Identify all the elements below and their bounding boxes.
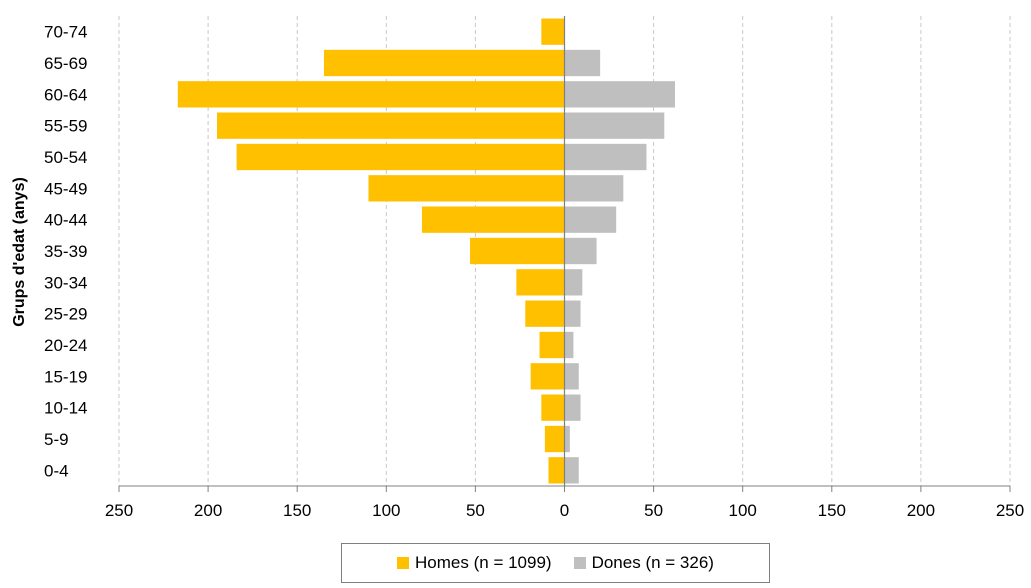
bar-homes: [525, 300, 565, 327]
y-tick-label: 45-49: [44, 179, 87, 198]
bar-dones: [564, 237, 597, 265]
legend-swatch-homes: [397, 557, 410, 569]
x-tick-labels: 250 200 150 100 50 0 50 100 150 200 250: [105, 501, 1024, 520]
bar-dones: [564, 363, 579, 390]
y-tick-label: 35-39: [44, 242, 87, 261]
bar-homes: [544, 425, 565, 453]
population-pyramid-chart: 0-4 5-9 10-14 15-19 20-24 25-29 30-34 35-39 40-4…: [11, 16, 1024, 520]
legend: Homes (n = 1099) Dones (n = 326): [341, 543, 770, 583]
bar-homes: [421, 206, 565, 233]
y-axis-title: Grups d'edat (anys): [11, 177, 28, 327]
x-tick-label: 250: [105, 501, 133, 520]
y-tick-label: 30-34: [44, 273, 87, 292]
bar-homes: [470, 237, 565, 265]
bar-homes: [541, 18, 565, 45]
bar-homes: [516, 269, 565, 296]
x-tick-label: 50: [466, 501, 485, 520]
bar-dones: [564, 300, 581, 327]
bar-homes: [217, 112, 565, 139]
x-tick-label: 50: [644, 501, 663, 520]
legend-item-dones: Dones (n = 326): [573, 553, 714, 573]
bar-dones: [564, 143, 647, 171]
y-tick-label: 20-24: [44, 336, 87, 355]
bar-dones: [564, 394, 581, 421]
bar-dones: [564, 81, 675, 108]
y-tick-label: 55-59: [44, 117, 87, 136]
legend-swatch-dones: [573, 557, 586, 569]
bar-dones: [564, 331, 574, 359]
legend-label-homes: Homes (n = 1099): [415, 553, 552, 572]
y-tick-label: 65-69: [44, 54, 87, 73]
bar-homes: [541, 394, 565, 421]
x-tick-label: 100: [372, 501, 400, 520]
legend-item-homes: Homes (n = 1099): [397, 553, 552, 573]
bar-dones: [564, 175, 624, 202]
y-tick-label: 25-29: [44, 305, 87, 324]
x-tick-label: 150: [283, 501, 311, 520]
x-tick-label: 200: [194, 501, 222, 520]
bars-group: [177, 18, 675, 484]
x-tick-label: 250: [996, 501, 1024, 520]
legend-label-dones: Dones (n = 326): [591, 553, 714, 572]
y-tick-label: 0-4: [44, 461, 69, 480]
bar-homes: [177, 81, 565, 108]
bar-homes: [323, 49, 565, 77]
axes-group: [118, 16, 1011, 492]
bar-dones: [564, 425, 570, 453]
x-tick-label: 0: [560, 501, 569, 520]
x-tick-label: 100: [729, 501, 757, 520]
y-tick-labels: 0-4 5-9 10-14 15-19 20-24 25-29 30-34 35-39 40-4…: [44, 23, 87, 481]
bar-homes: [539, 331, 565, 359]
bar-dones: [564, 49, 601, 77]
y-tick-label: 50-54: [44, 148, 87, 167]
y-tick-label: 15-19: [44, 367, 87, 386]
y-tick-label: 10-14: [44, 399, 87, 418]
bar-homes: [368, 175, 565, 202]
x-tick-label: 150: [818, 501, 846, 520]
x-tick-label: 200: [907, 501, 935, 520]
bar-dones: [564, 112, 665, 139]
bar-dones: [564, 457, 579, 484]
y-tick-label: 5-9: [44, 430, 69, 449]
y-tick-label: 60-64: [44, 85, 87, 104]
bar-dones: [564, 269, 583, 296]
bar-homes: [236, 143, 565, 171]
y-tick-label: 40-44: [44, 211, 87, 230]
y-tick-label: 70-74: [44, 23, 87, 42]
bar-dones: [564, 206, 617, 233]
bar-homes: [548, 457, 565, 484]
bar-homes: [530, 363, 565, 390]
